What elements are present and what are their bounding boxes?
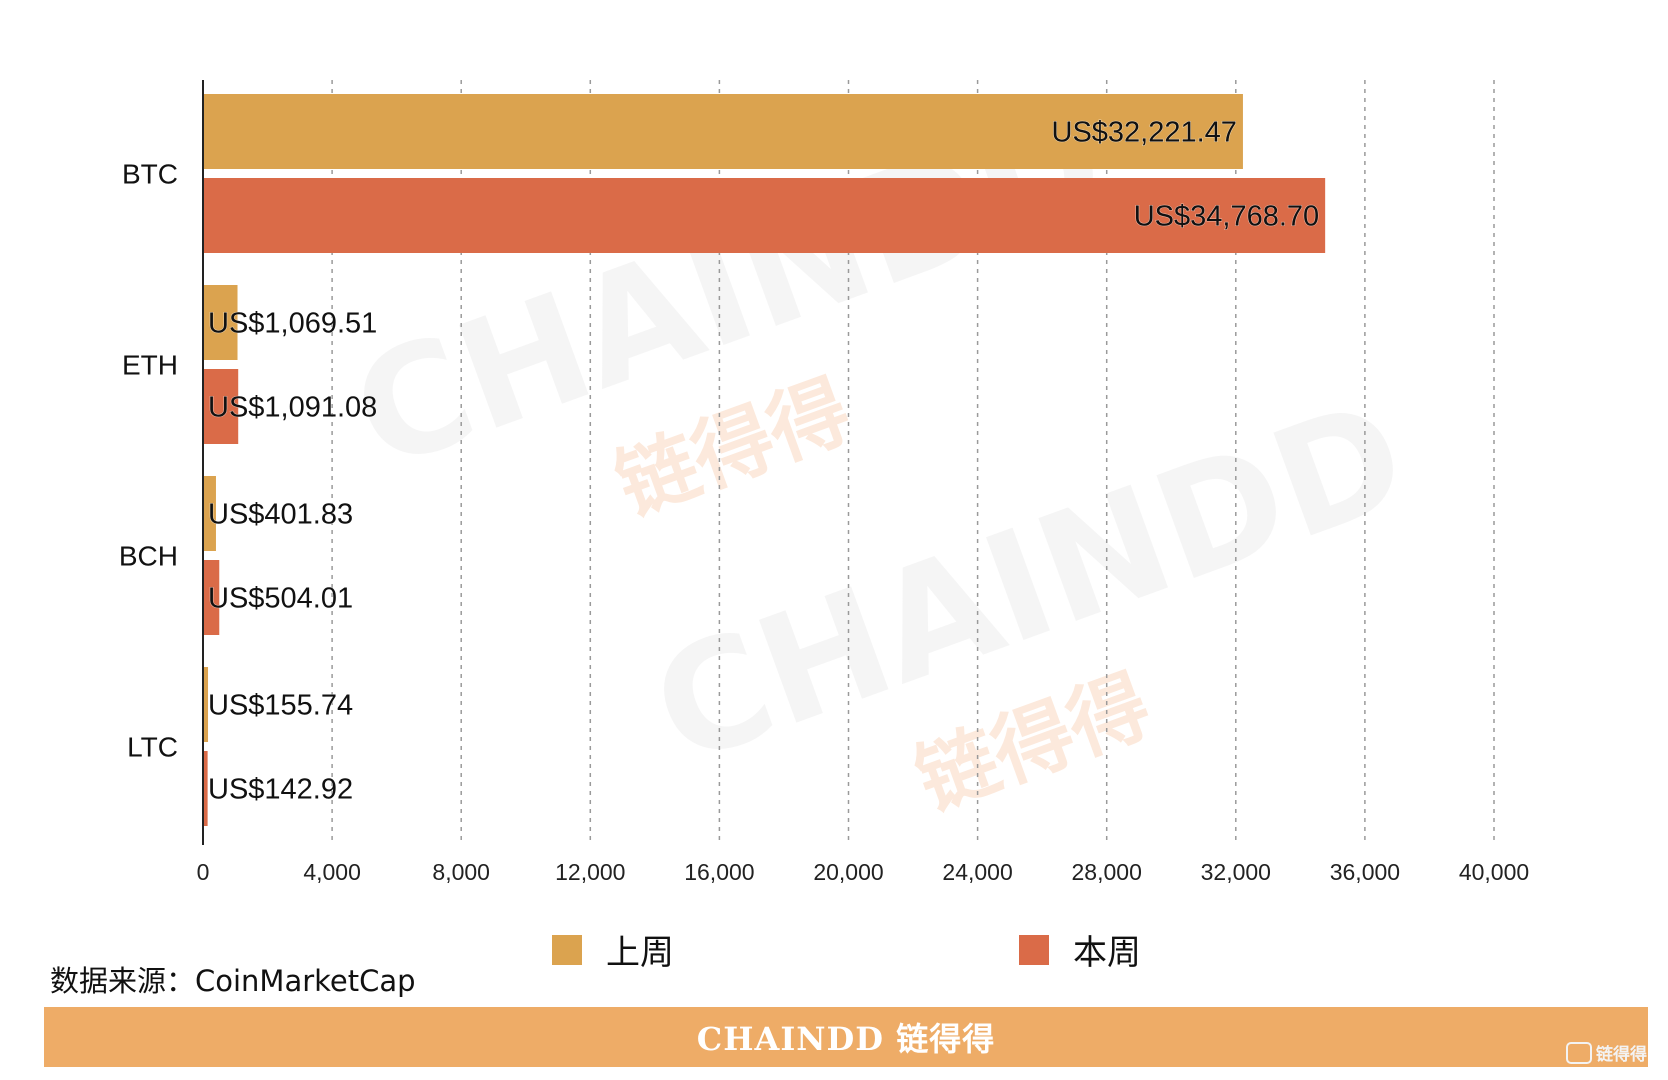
- x-tick-label: 28,000: [1072, 859, 1142, 885]
- data-label: US$142.92: [208, 774, 353, 806]
- data-label: US$1,091.08: [208, 392, 377, 424]
- legend-swatch-last-week: [552, 935, 582, 965]
- x-tick-label: 36,000: [1330, 859, 1400, 885]
- x-tick-label: 20,000: [813, 859, 883, 885]
- data-label: US$32,221.47: [1052, 117, 1237, 149]
- legend-swatch-this-week: [1019, 935, 1049, 965]
- data-label: US$155.74: [208, 690, 353, 722]
- corner-logo: 链得得: [1566, 1040, 1647, 1065]
- chain-icon: [1566, 1042, 1592, 1064]
- data-label: US$401.83: [208, 499, 353, 531]
- legend-label-last-week: 上周: [606, 925, 674, 974]
- legend-label-this-week: 本周: [1073, 925, 1141, 974]
- legend-item-this-week: 本周: [1019, 925, 1141, 974]
- x-tick-label: 0: [197, 859, 210, 885]
- x-tick-label: 16,000: [684, 859, 754, 885]
- data-label: US$504.01: [208, 583, 353, 615]
- y-axis-category-labels: BTC ETH BCH LTC: [119, 159, 178, 763]
- data-label: US$1,069.51: [208, 308, 377, 340]
- y-category-label: BTC: [122, 159, 178, 190]
- footer-brand-logo: CHAINDD 链得得: [697, 1014, 995, 1060]
- x-tick-label: 4,000: [303, 859, 361, 885]
- x-axis-tick-labels: 0 4,000 8,000 12,000 16,000 20,000 24,000 28,00…: [197, 859, 1530, 885]
- x-tick-label: 24,000: [942, 859, 1012, 885]
- y-category-label: BCH: [119, 541, 178, 572]
- x-tick-label: 40,000: [1459, 859, 1529, 885]
- corner-logo-text: 链得得: [1596, 1040, 1647, 1065]
- x-tick-label: 8,000: [432, 859, 490, 885]
- data-label: US$34,768.70: [1134, 201, 1319, 233]
- x-tick-label: 12,000: [555, 859, 625, 885]
- y-category-label: LTC: [127, 732, 178, 763]
- y-category-label: ETH: [122, 350, 178, 381]
- footer-banner: CHAINDD 链得得: [44, 1007, 1648, 1067]
- source-note: 数据来源：CoinMarketCap: [50, 958, 416, 1000]
- x-tick-label: 32,000: [1201, 859, 1271, 885]
- legend-item-last-week: 上周: [552, 925, 674, 974]
